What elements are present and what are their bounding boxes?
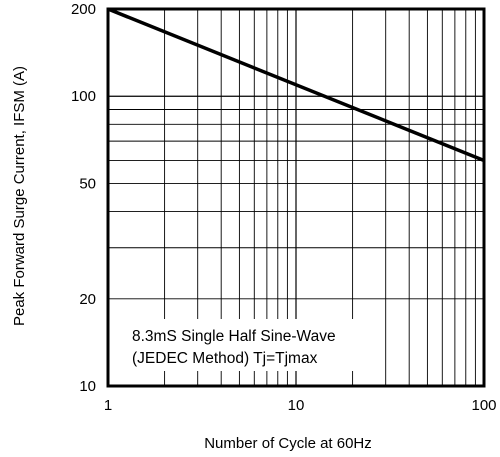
y-tick-label: 100 xyxy=(71,88,96,105)
y-tick-label: 50 xyxy=(79,175,96,192)
y-tick-label: 20 xyxy=(79,291,96,308)
x-axis-title: Number of Cycle at 60Hz xyxy=(204,435,372,452)
x-tick-label: 1 xyxy=(104,397,112,414)
y-tick-label: 10 xyxy=(79,378,96,395)
y-tick-label: 200 xyxy=(71,1,96,18)
x-tick-label: 100 xyxy=(471,397,496,414)
series-line xyxy=(107,7,485,163)
annotation-line-2: (JEDEC Method) Tj=Tjmax xyxy=(132,350,318,367)
x-tick-label: 10 xyxy=(288,397,305,414)
series-group xyxy=(107,7,485,163)
plot-frame xyxy=(106,7,486,388)
tick-labels: 1 10 100 10 20 50 100 200 xyxy=(71,1,497,414)
y-axis-title: Peak Forward Surge Current, IFSM (A) xyxy=(11,66,28,326)
annotation-box xyxy=(126,319,380,371)
annotation-line-1: 8.3mS Single Half Sine-Wave xyxy=(132,328,336,345)
